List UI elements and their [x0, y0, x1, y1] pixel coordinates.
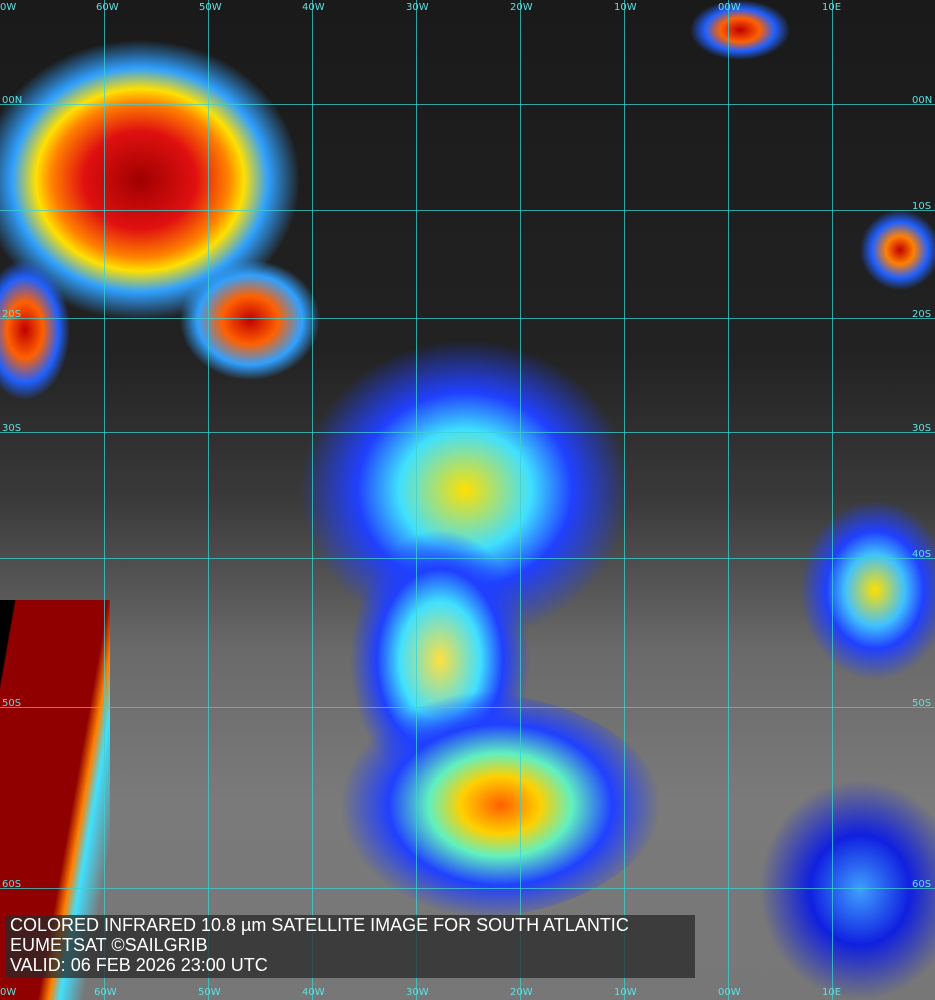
lon-label: 30W — [406, 987, 429, 998]
lon-label: 00W — [718, 987, 741, 998]
lon-label: 20W — [510, 987, 533, 998]
lon-label: 10E — [822, 2, 842, 13]
lon-label: 50W — [198, 987, 221, 998]
meridian-10e — [832, 0, 833, 1000]
lat-label: 30S — [2, 423, 22, 434]
lon-label: 30W — [406, 2, 429, 13]
parallel-60s — [0, 888, 935, 889]
parallel-50s — [0, 707, 935, 708]
lon-label: 60W — [96, 2, 119, 13]
lon-label: 10W — [614, 987, 637, 998]
meridian-00w — [728, 0, 729, 1000]
caption-source: EUMETSAT ©SAILGRIB — [10, 935, 208, 955]
lon-label: 0W — [0, 2, 17, 13]
caption-valid-time: VALID: 06 FEB 2026 23:00 UTC — [10, 955, 268, 975]
cloud-cyclone — [240, 690, 660, 920]
caption-title: COLORED INFRARED 10.8 µm SATELLITE IMAGE… — [10, 915, 629, 935]
meridian-50w — [208, 0, 209, 1000]
lat-label: 10S — [912, 201, 932, 212]
lat-label: 60S — [2, 879, 22, 890]
lon-label: 60W — [94, 987, 117, 998]
cloud-west — [0, 260, 70, 400]
parallel-40s — [0, 558, 935, 559]
cloud-east — [800, 500, 935, 680]
parallel-20s — [0, 318, 935, 319]
lat-label: 20S — [2, 309, 22, 320]
meridian-10w — [624, 0, 625, 1000]
lon-label: 50W — [199, 2, 222, 13]
cloud-africa — [860, 210, 935, 290]
parallel-00n — [0, 104, 935, 105]
cloud-gulf-guinea — [690, 0, 790, 60]
image-caption: COLORED INFRARED 10.8 µm SATELLITE IMAGE… — [5, 915, 695, 978]
meridian-30w — [416, 0, 417, 1000]
lat-label: 50S — [912, 698, 932, 709]
lon-label: 10W — [614, 2, 637, 13]
cloud-southeast — [760, 780, 935, 1000]
lat-label: 40S — [912, 549, 932, 560]
meridian-20w — [520, 0, 521, 1000]
lon-label: 20W — [510, 2, 533, 13]
lon-label: 0W — [0, 987, 17, 998]
lon-label: 40W — [302, 987, 325, 998]
meridian-60w — [104, 0, 105, 1000]
parallel-30s — [0, 432, 935, 433]
parallel-10s — [0, 210, 935, 211]
lat-label: 30S — [912, 423, 932, 434]
lon-label: 00W — [718, 2, 741, 13]
lat-label: 50S — [2, 698, 22, 709]
lat-label: 60S — [912, 879, 932, 890]
lat-label: 00N — [2, 95, 23, 106]
lon-label: 40W — [302, 2, 325, 13]
meridian-40w — [312, 0, 313, 1000]
lat-label: 00N — [912, 95, 933, 106]
lat-label: 20S — [912, 309, 932, 320]
cloud-brazil-south — [180, 260, 320, 380]
lon-label: 10E — [822, 987, 842, 998]
